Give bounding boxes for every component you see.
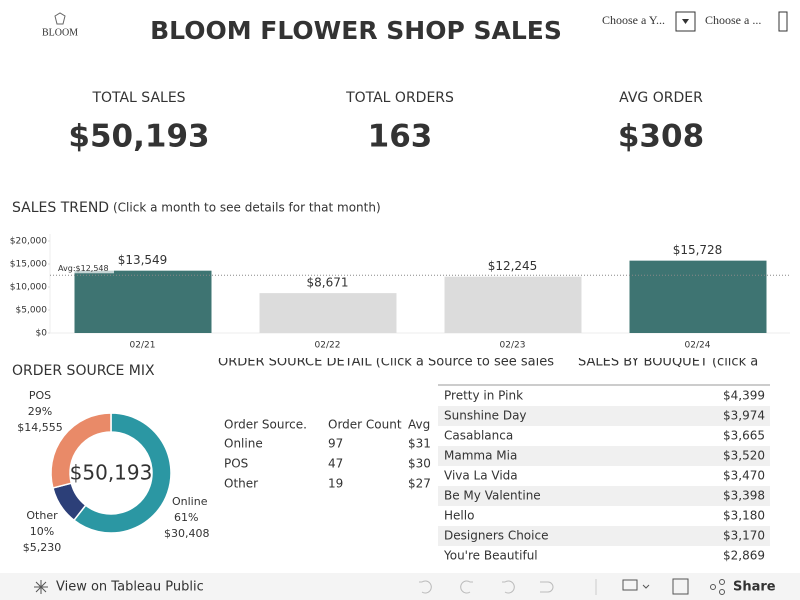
title-clip <box>0 350 800 358</box>
y-tick-label: $0 <box>36 329 48 339</box>
filter[interactable]: Choose a ... <box>705 13 761 27</box>
row-stripe <box>438 526 770 546</box>
reference-label-bg <box>56 262 114 274</box>
row-stripe <box>438 406 770 426</box>
slice-value: $14,555 <box>17 421 63 434</box>
bouquet-sales: $3,470 <box>723 469 765 483</box>
bar <box>629 260 767 333</box>
bouquet-sales: $3,665 <box>723 429 765 443</box>
share-button[interactable]: Share <box>733 580 776 595</box>
bouquet-name: Designers Choice <box>444 529 548 543</box>
slice-value: $30,408 <box>164 527 210 540</box>
table-cell: 97 <box>328 437 343 451</box>
table-cell: $27 <box>408 477 431 491</box>
y-tick-label: $20,000 <box>10 237 47 247</box>
toolbar-icons[interactable] <box>622 578 725 595</box>
logo-icon <box>54 12 66 25</box>
table-cell: Other <box>224 477 258 491</box>
reference-label: Avg:$12,548 <box>58 264 109 273</box>
y-tick-label: $5,000 <box>16 306 48 316</box>
x-tick-label: 02/22 <box>315 341 341 351</box>
bar <box>259 293 397 333</box>
table-cell: $31 <box>408 437 431 451</box>
row-stripe <box>438 486 770 506</box>
chart-title: ORDER SOURCE MIX <box>12 363 155 379</box>
table-header: Order Source. <box>224 418 307 432</box>
bouquet-name: Be My Valentine <box>444 489 541 503</box>
bouquet-name: You're Beautiful <box>443 549 538 563</box>
kpi-value: 163 <box>368 119 433 155</box>
dashboard-title: BLOOM FLOWER SHOP SALES <box>150 16 562 45</box>
y-tick-label: $15,000 <box>10 260 47 270</box>
table-cell: 47 <box>328 457 343 471</box>
bouquet-sales: $3,170 <box>723 529 765 543</box>
x-tick-label: 02/24 <box>685 341 711 351</box>
chart-title: SALES TREND <box>12 200 109 216</box>
value-label: $12,245 <box>488 259 538 273</box>
bouquet-name: Mamma Mia <box>444 449 517 463</box>
x-tick-label: 02/21 <box>130 341 156 351</box>
value-label: $8,671 <box>307 276 349 290</box>
table-header: Avg <box>408 418 430 432</box>
bouquet-name: Hello <box>444 509 474 523</box>
logo: BLOOM <box>42 27 78 38</box>
bouquet-sales: $3,974 <box>723 409 765 423</box>
bar <box>74 270 212 333</box>
kpi-label: AVG ORDER <box>619 90 703 106</box>
row-stripe <box>438 446 770 466</box>
bouquet-sales: $4,399 <box>723 389 765 403</box>
x-tick-label: 02/23 <box>500 341 526 351</box>
bouquet-name: Pretty in Pink <box>444 389 523 403</box>
slice-value: $5,230 <box>23 541 62 554</box>
table-cell: Online <box>224 437 263 451</box>
chart-subtitle: (Click a month to see details for that m… <box>113 201 381 215</box>
value-label: $13,549 <box>118 253 168 267</box>
value-label: $15,728 <box>673 243 723 257</box>
slice-percent: 10% <box>30 525 54 538</box>
bouquet-sales: $3,180 <box>723 509 765 523</box>
donut-slice <box>72 412 172 534</box>
table-title: ORDER SOURCE DETAIL (Click a Source to s… <box>218 355 554 370</box>
table-cell: POS <box>224 457 248 471</box>
slice-percent: 29% <box>28 405 52 418</box>
filter[interactable]: Choose a Y... <box>602 13 665 27</box>
bouquet-sales: $3,520 <box>723 449 765 463</box>
dropdown-button[interactable] <box>778 11 788 32</box>
slice-percent: 61% <box>174 511 198 524</box>
view-link[interactable]: View on Tableau Public <box>56 580 204 595</box>
dropdown-arrow <box>682 19 689 24</box>
table-cell: $30 <box>408 457 431 471</box>
slice-label: POS <box>29 389 51 402</box>
tableau-icon <box>34 580 48 594</box>
slice-label: Online <box>172 495 208 508</box>
table-header: Order Count <box>328 418 402 432</box>
bouquet-name: Casablanca <box>444 429 513 443</box>
bar <box>444 276 582 333</box>
toolbar <box>0 573 800 600</box>
slice-label: Other <box>26 509 58 522</box>
kpi-label: TOTAL SALES <box>91 90 185 106</box>
kpi-value: $308 <box>618 119 704 155</box>
bouquet-sales: $3,398 <box>723 489 765 503</box>
bouquet-sales: $2,869 <box>723 549 765 563</box>
bouquet-name: Viva La Vida <box>444 469 518 483</box>
table-title: SALES BY BOUQUET (click a <box>578 355 758 370</box>
bouquet-name: Sunshine Day <box>444 409 527 423</box>
toolbar-icons <box>419 579 597 595</box>
donut-slice <box>50 412 112 489</box>
kpi-value: $50,193 <box>68 119 209 155</box>
kpi-label: TOTAL ORDERS <box>345 90 454 106</box>
donut-total: $50,193 <box>70 461 153 485</box>
table-cell: 19 <box>328 477 343 491</box>
y-tick-label: $10,000 <box>10 283 47 293</box>
